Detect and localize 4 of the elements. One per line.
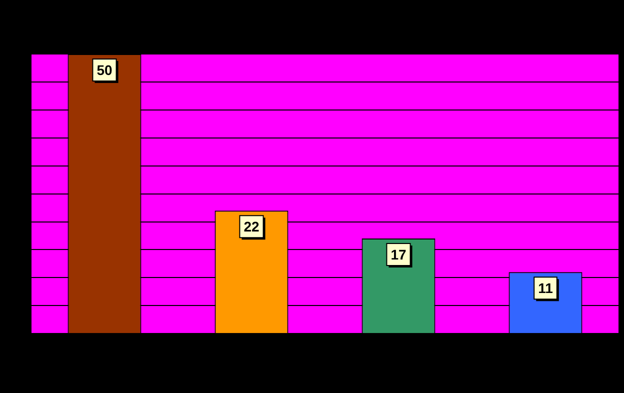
- data-label: 50: [96, 62, 112, 78]
- data-label: 17: [390, 246, 406, 262]
- data-label: 22: [244, 218, 260, 234]
- data-label: 11: [538, 280, 554, 296]
